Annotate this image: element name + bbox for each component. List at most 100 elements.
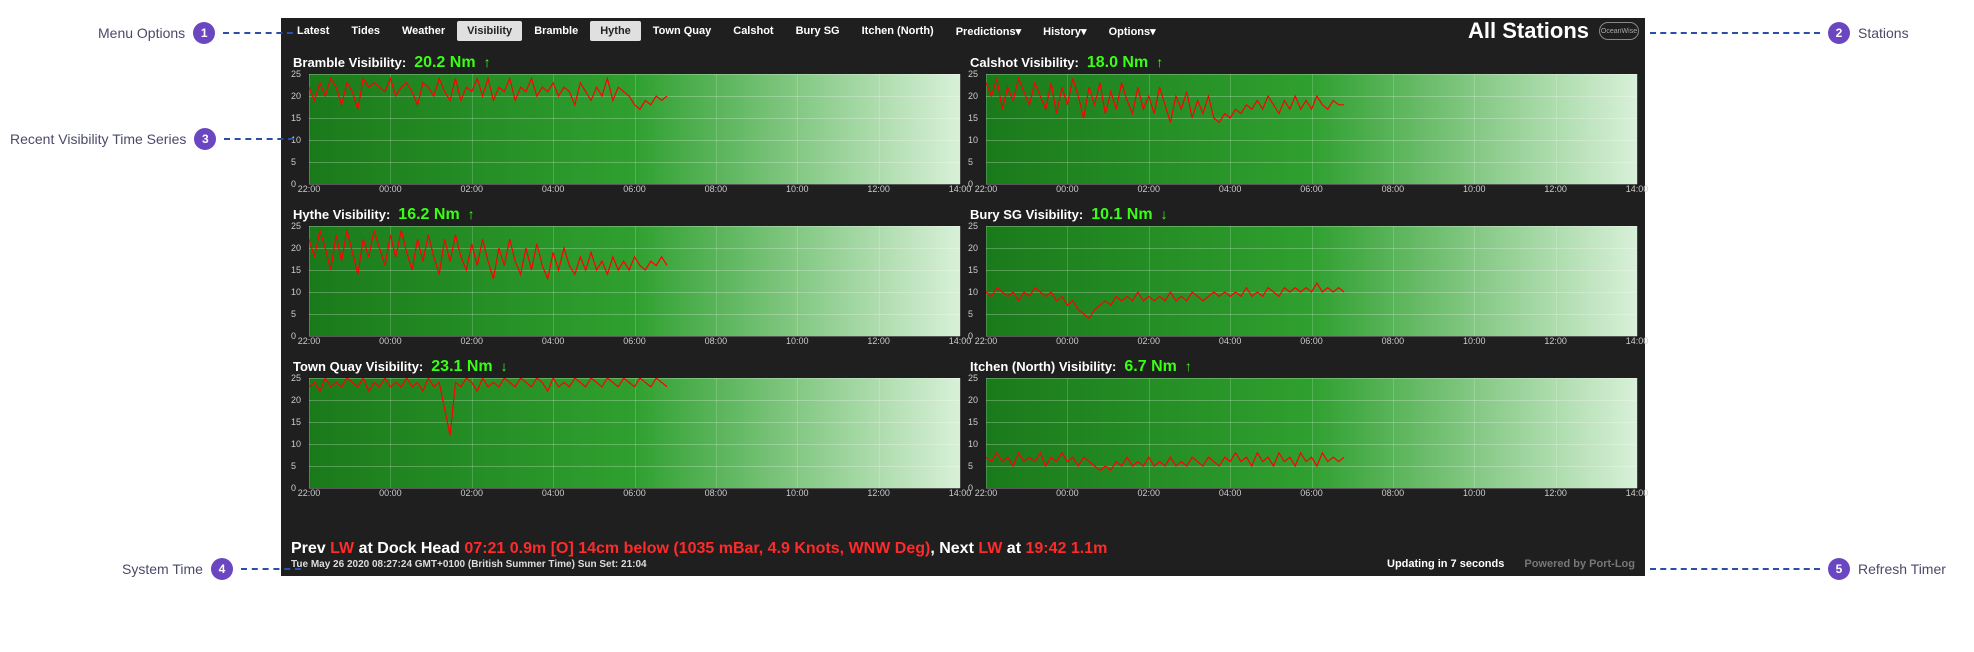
panel-value: 20.2 Nm: [414, 54, 475, 72]
xtick: 06:00: [1300, 488, 1323, 498]
xtick: 04:00: [542, 488, 565, 498]
xtick: 14:00: [1626, 184, 1649, 194]
xtick: 06:00: [1300, 336, 1323, 346]
panel-value: 23.1 Nm: [431, 358, 492, 376]
ytick: 15: [291, 113, 301, 123]
timeseries-chart: 0510152025: [289, 378, 960, 488]
callout-4-label: System Time: [122, 561, 203, 577]
menu-item-hythe[interactable]: Hythe: [590, 21, 641, 41]
menu-item-predictions-[interactable]: Predictions▾: [946, 21, 1031, 42]
xtick: 12:00: [1544, 184, 1567, 194]
panel-value: 6.7 Nm: [1124, 358, 1176, 376]
page-title: All Stations: [1468, 18, 1589, 44]
ytick: 20: [291, 91, 301, 101]
callout-1-label: Menu Options: [98, 25, 185, 41]
xtick: 04:00: [1219, 336, 1242, 346]
menu-item-latest[interactable]: Latest: [287, 21, 339, 41]
ytick: 15: [968, 113, 978, 123]
xtick: 10:00: [786, 488, 809, 498]
xtick: 12:00: [867, 184, 890, 194]
xtick: 00:00: [1056, 336, 1079, 346]
xtick: 14:00: [1626, 488, 1649, 498]
xtick: 06:00: [623, 184, 646, 194]
logo-icon: OceanWise: [1599, 22, 1639, 40]
menu-item-options-[interactable]: Options▾: [1099, 21, 1166, 42]
trend-arrow-icon: ↑: [468, 206, 475, 222]
xtick: 22:00: [298, 336, 321, 346]
panel-label: Itchen (North) Visibility:: [970, 359, 1116, 374]
ytick: 15: [968, 265, 978, 275]
ytick: 20: [968, 395, 978, 405]
menu-item-town-quay[interactable]: Town Quay: [643, 21, 721, 41]
xtick: 10:00: [1463, 488, 1486, 498]
xtick: 06:00: [623, 336, 646, 346]
ytick: 15: [968, 417, 978, 427]
ytick: 25: [291, 373, 301, 383]
xtick: 00:00: [379, 488, 402, 498]
xtick: 22:00: [298, 488, 321, 498]
callout-4-badge: 4: [211, 558, 233, 580]
ytick: 5: [291, 309, 296, 319]
menu-item-bramble[interactable]: Bramble: [524, 21, 588, 41]
menu-item-calshot[interactable]: Calshot: [723, 21, 783, 41]
xtick: 04:00: [1219, 184, 1242, 194]
timeseries-chart: 0510152025: [966, 74, 1637, 184]
xtick: 00:00: [379, 184, 402, 194]
callout-3-label: Recent Visibility Time Series: [10, 131, 186, 147]
ytick: 20: [291, 395, 301, 405]
ytick: 20: [291, 243, 301, 253]
trend-arrow-icon: ↓: [501, 358, 508, 374]
xtick: 02:00: [1137, 488, 1160, 498]
xtick: 04:00: [542, 336, 565, 346]
menu-item-itchen-north-[interactable]: Itchen (North): [852, 21, 944, 41]
panel-label: Bramble Visibility:: [293, 55, 406, 70]
chart-panel-3: Bury SG Visibility:10.1 Nm↓051015202522:…: [966, 204, 1637, 350]
xtick: 22:00: [298, 184, 321, 194]
xtick: 02:00: [460, 488, 483, 498]
ytick: 15: [291, 417, 301, 427]
trend-arrow-icon: ↑: [484, 54, 491, 70]
trend-arrow-icon: ↓: [1161, 206, 1168, 222]
callout-2-label: Stations: [1858, 25, 1909, 41]
xtick: 12:00: [867, 488, 890, 498]
xtick: 02:00: [460, 336, 483, 346]
xtick: 00:00: [1056, 488, 1079, 498]
ytick: 25: [291, 221, 301, 231]
trend-arrow-icon: ↑: [1156, 54, 1163, 70]
callout-3-badge: 3: [194, 128, 216, 150]
xtick: 22:00: [975, 488, 998, 498]
xtick: 00:00: [1056, 184, 1079, 194]
timeseries-chart: 0510152025: [966, 226, 1637, 336]
xtick: 02:00: [460, 184, 483, 194]
ytick: 25: [968, 221, 978, 231]
panel-value: 16.2 Nm: [398, 206, 459, 224]
ytick: 15: [291, 265, 301, 275]
xtick: 06:00: [1300, 184, 1323, 194]
xtick: 02:00: [1137, 184, 1160, 194]
menu-item-history-[interactable]: History▾: [1033, 21, 1096, 42]
callout-1-badge: 1: [193, 22, 215, 44]
xtick: 10:00: [1463, 336, 1486, 346]
chart-panel-5: Itchen (North) Visibility:6.7 Nm↑0510152…: [966, 356, 1637, 502]
xtick: 22:00: [975, 336, 998, 346]
ytick: 25: [968, 69, 978, 79]
menu-item-weather[interactable]: Weather: [392, 21, 455, 41]
callout-2-badge: 2: [1828, 22, 1850, 44]
callout-5-badge: 5: [1828, 558, 1850, 580]
trend-arrow-icon: ↑: [1185, 358, 1192, 374]
ytick: 25: [968, 373, 978, 383]
timeseries-chart: 0510152025: [289, 226, 960, 336]
refresh-timer: Updating in 7 seconds: [1387, 558, 1504, 570]
xtick: 14:00: [1626, 336, 1649, 346]
timeseries-chart: 0510152025: [966, 378, 1637, 488]
menu-item-visibility[interactable]: Visibility: [457, 21, 522, 41]
app-window: LatestTidesWeatherVisibilityBrambleHythe…: [281, 18, 1645, 538]
menu-item-tides[interactable]: Tides: [341, 21, 390, 41]
xtick: 00:00: [379, 336, 402, 346]
xtick: 10:00: [786, 336, 809, 346]
panel-label: Bury SG Visibility:: [970, 207, 1083, 222]
ytick: 20: [968, 91, 978, 101]
menu-item-bury-sg[interactable]: Bury SG: [786, 21, 850, 41]
xtick: 12:00: [867, 336, 890, 346]
xtick: 12:00: [1544, 336, 1567, 346]
